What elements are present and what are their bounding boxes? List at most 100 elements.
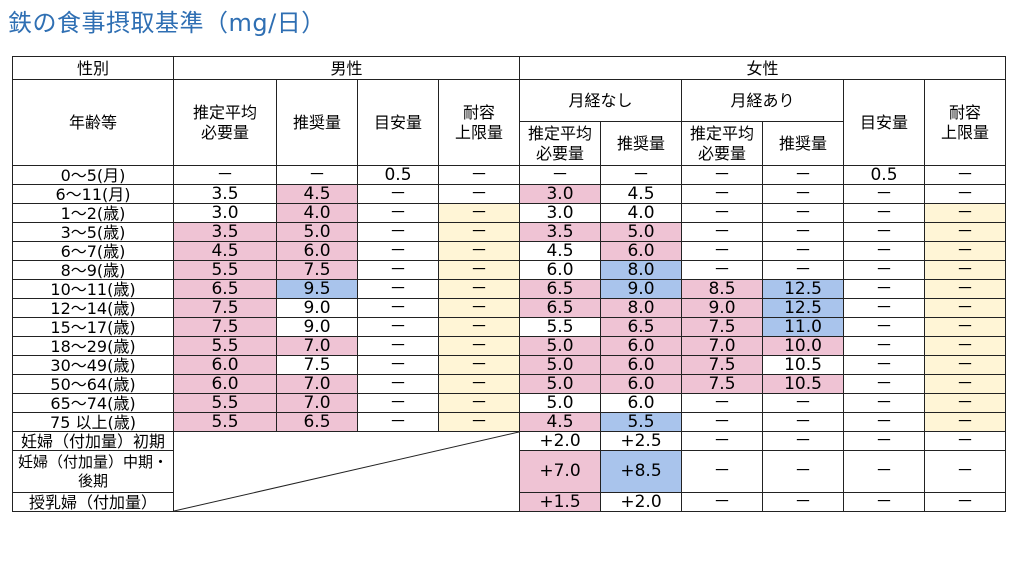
value-cell: 9.0 <box>600 279 682 299</box>
value-cell: 5.0 <box>276 222 358 242</box>
header-female-adequate: 目安量 <box>843 79 925 166</box>
row-age-label: 10～11(歳) <box>12 279 174 299</box>
value-cell: 7.5 <box>276 260 358 280</box>
value-cell: － <box>762 165 844 185</box>
value-cell: － <box>357 317 439 337</box>
value-cell: － <box>762 260 844 280</box>
value-cell: － <box>357 336 439 356</box>
value-cell: － <box>924 492 1006 512</box>
value-cell: 4.5 <box>173 241 277 261</box>
value-cell: － <box>762 393 844 413</box>
value-cell: 3.5 <box>519 222 601 242</box>
value-cell: 11.0 <box>762 317 844 337</box>
value-cell: +2.0 <box>600 492 682 512</box>
row-age-label: 1～2(歳) <box>12 203 174 223</box>
row-age-label: 65～74(歳) <box>12 393 174 413</box>
table-row: 75 以上(歳) 5.5 6.5 －－ 4.5 5.5 －－－－ <box>12 412 1006 432</box>
value-cell: － <box>924 260 1006 280</box>
value-cell: － <box>600 165 682 185</box>
value-cell: － <box>681 492 763 512</box>
value-cell: － <box>843 355 925 375</box>
value-cell: － <box>924 298 1006 318</box>
value-cell: － <box>438 165 520 185</box>
value-cell: 7.5 <box>276 355 358 375</box>
value-cell: 7.5 <box>681 374 763 394</box>
table-row: 30～49(歳) 6.0 7.5 －－ 5.0 6.0 7.5 10.5 －－ <box>12 355 1006 375</box>
value-cell: 8.5 <box>681 279 763 299</box>
row-age-label: 30～49(歳) <box>12 355 174 375</box>
value-cell: － <box>357 222 439 242</box>
value-cell: 6.0 <box>519 260 601 280</box>
value-cell: － <box>681 203 763 223</box>
value-cell: － <box>924 279 1006 299</box>
value-cell: － <box>681 450 763 493</box>
value-cell: － <box>357 412 439 432</box>
table-row: 10～11(歳) 6.5 9.5 －－ 6.5 9.0 8.5 12.5 －－ <box>12 279 1006 299</box>
row-age-label: 15～17(歳) <box>12 317 174 337</box>
table-row: 50～64(歳) 6.0 7.0 －－ 5.0 6.0 7.5 10.5 －－ <box>12 374 1006 394</box>
table-row: 妊婦（付加量）初期 +2.0 +2.5 －－－－ <box>12 431 1006 512</box>
header-with-menses: 月経あり <box>681 79 844 122</box>
value-cell: － <box>357 241 439 261</box>
value-cell: － <box>681 165 763 185</box>
value-cell: － <box>357 203 439 223</box>
header-female: 女性 <box>519 56 1006 80</box>
value-cell: 7.0 <box>276 393 358 413</box>
value-cell: － <box>276 165 358 185</box>
value-cell: 4.5 <box>519 241 601 261</box>
value-cell: － <box>438 260 520 280</box>
value-cell: － <box>762 431 844 451</box>
value-cell: － <box>681 412 763 432</box>
value-cell: 5.5 <box>173 412 277 432</box>
table-row: 15～17(歳) 7.5 9.0 －－ 5.5 6.5 7.5 11.0 －－ <box>12 317 1006 337</box>
value-cell: － <box>762 492 844 512</box>
value-cell: 3.5 <box>173 222 277 242</box>
header-with-menses-est-req: 推定平均 必要量 <box>681 121 763 166</box>
value-cell: 6.0 <box>600 241 682 261</box>
value-cell: 6.0 <box>276 241 358 261</box>
value-cell: － <box>357 393 439 413</box>
value-cell: 5.5 <box>173 393 277 413</box>
header-male-adequate: 目安量 <box>357 79 439 166</box>
row-age-label: 12～14(歳) <box>12 298 174 318</box>
table-row: 授乳婦（付加量） +1.5 +2.0 －－－－ <box>12 492 1006 512</box>
value-cell: － <box>357 298 439 318</box>
row-age-label: 75 以上(歳) <box>12 412 174 432</box>
value-cell: +7.0 <box>519 450 601 493</box>
value-cell: 8.0 <box>600 298 682 318</box>
value-cell: 3.0 <box>173 203 277 223</box>
value-cell: － <box>681 222 763 242</box>
value-cell: － <box>843 374 925 394</box>
value-cell: － <box>843 241 925 261</box>
value-cell: 7.0 <box>276 374 358 394</box>
value-cell: － <box>843 393 925 413</box>
value-cell: － <box>924 203 1006 223</box>
header-male-rec: 推奨量 <box>276 79 358 166</box>
page-title: 鉄の食事摂取基準（mg/日） <box>8 9 326 37</box>
header-gender: 性別 <box>12 56 174 80</box>
value-cell: 9.5 <box>276 279 358 299</box>
value-cell: 5.0 <box>519 336 601 356</box>
value-cell: +1.5 <box>519 492 601 512</box>
value-cell: － <box>924 184 1006 204</box>
value-cell: +2.5 <box>600 431 682 451</box>
header-female-upper: 耐容 上限量 <box>924 79 1006 166</box>
row-age-label: 授乳婦（付加量） <box>12 492 174 512</box>
value-cell: 7.5 <box>681 317 763 337</box>
value-cell: － <box>924 222 1006 242</box>
table-row: 1～2(歳) 3.0 4.0 －－ 3.0 4.0 －－－－ <box>12 203 1006 223</box>
value-cell: 10.5 <box>762 355 844 375</box>
value-cell: 6.5 <box>600 317 682 337</box>
value-cell: － <box>438 336 520 356</box>
value-cell: 7.0 <box>681 336 763 356</box>
table-row: 妊婦（付加量）中期・後期 +7.0 +8.5 －－－－ <box>12 450 1006 493</box>
value-cell: 9.0 <box>276 298 358 318</box>
value-cell: － <box>843 184 925 204</box>
value-cell: 7.0 <box>276 336 358 356</box>
value-cell: 4.5 <box>519 412 601 432</box>
value-cell: － <box>843 492 925 512</box>
value-cell: － <box>438 241 520 261</box>
value-cell: － <box>438 393 520 413</box>
value-cell: － <box>762 450 844 493</box>
value-cell: 6.0 <box>600 393 682 413</box>
